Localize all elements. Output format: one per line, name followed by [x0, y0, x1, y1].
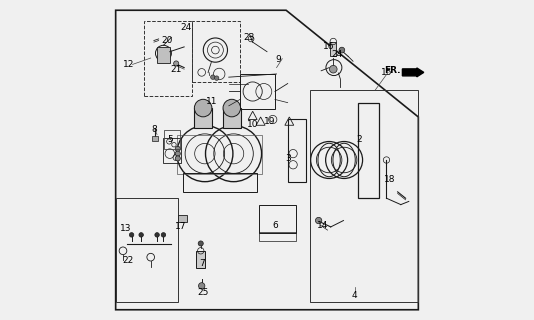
Bar: [144, 21, 192, 96]
Circle shape: [223, 99, 240, 117]
Circle shape: [339, 47, 345, 53]
Circle shape: [175, 151, 180, 156]
Text: 5: 5: [167, 135, 172, 144]
FancyArrow shape: [403, 68, 424, 77]
Bar: [330, 42, 336, 56]
Text: 24: 24: [180, 23, 191, 32]
Text: 23: 23: [244, 33, 255, 42]
Text: 19: 19: [264, 117, 276, 126]
Bar: [177, 134, 262, 174]
Text: 12: 12: [123, 60, 134, 69]
Text: 4: 4: [352, 291, 357, 300]
Text: 3: 3: [285, 154, 290, 163]
Bar: [152, 136, 158, 141]
Circle shape: [194, 99, 212, 117]
Bar: [259, 204, 296, 233]
Circle shape: [174, 61, 179, 66]
Text: 13: 13: [120, 224, 131, 233]
Text: 21: 21: [170, 65, 182, 74]
Bar: [288, 119, 306, 182]
Circle shape: [161, 233, 166, 237]
Text: 15: 15: [381, 68, 392, 77]
Bar: [194, 108, 212, 128]
Text: 11: 11: [206, 97, 217, 106]
Circle shape: [175, 156, 180, 161]
Text: 17: 17: [175, 222, 187, 231]
Text: 10: 10: [247, 120, 258, 130]
Bar: [259, 232, 296, 241]
Text: 20: 20: [161, 36, 172, 45]
Bar: [197, 251, 205, 268]
Bar: [163, 138, 181, 163]
Bar: [164, 130, 180, 149]
Circle shape: [215, 76, 219, 80]
Text: 22: 22: [123, 256, 134, 265]
Bar: [116, 198, 178, 302]
Text: 6: 6: [272, 221, 278, 230]
Circle shape: [198, 241, 203, 246]
Bar: [223, 108, 240, 128]
Text: 14: 14: [317, 221, 328, 230]
Text: 7: 7: [199, 259, 205, 268]
Bar: [183, 173, 257, 192]
Bar: [358, 103, 379, 198]
Text: FR.: FR.: [384, 66, 401, 75]
Text: 9: 9: [275, 55, 281, 64]
Circle shape: [210, 75, 215, 79]
Bar: [192, 21, 240, 82]
Circle shape: [129, 233, 134, 237]
Bar: [310, 90, 418, 302]
Text: 25: 25: [198, 288, 209, 297]
Circle shape: [199, 283, 205, 289]
Circle shape: [175, 146, 180, 151]
Text: 18: 18: [384, 175, 395, 184]
Text: 8: 8: [151, 125, 157, 134]
Circle shape: [329, 65, 337, 73]
Circle shape: [139, 233, 143, 237]
Text: 16: 16: [324, 42, 335, 52]
Circle shape: [316, 217, 322, 224]
Text: 24: 24: [332, 50, 343, 59]
Text: 2: 2: [357, 135, 362, 144]
Bar: [157, 47, 170, 63]
Circle shape: [155, 233, 159, 237]
Bar: [178, 215, 187, 222]
Bar: [240, 74, 275, 109]
